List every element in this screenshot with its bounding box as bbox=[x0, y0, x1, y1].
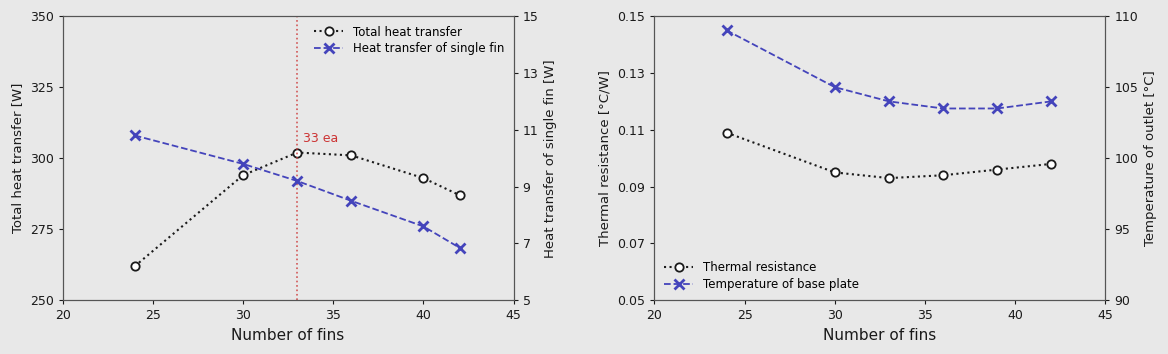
Thermal resistance bbox=[936, 173, 950, 177]
Legend: Thermal resistance, Temperature of base plate: Thermal resistance, Temperature of base … bbox=[660, 258, 862, 295]
Y-axis label: Temperature of outlet [°C]: Temperature of outlet [°C] bbox=[1143, 70, 1156, 246]
Y-axis label: Heat transfer of single fin [W]: Heat transfer of single fin [W] bbox=[544, 59, 557, 257]
Thermal resistance bbox=[882, 176, 896, 180]
X-axis label: Number of fins: Number of fins bbox=[231, 328, 345, 343]
Temperature of base plate bbox=[719, 28, 734, 33]
Thermal resistance bbox=[1044, 162, 1058, 166]
Total heat transfer bbox=[290, 150, 304, 155]
Temperature of base plate bbox=[882, 99, 896, 103]
Total heat transfer bbox=[417, 176, 431, 180]
Y-axis label: Total heat transfer [W]: Total heat transfer [W] bbox=[12, 83, 25, 233]
X-axis label: Number of fins: Number of fins bbox=[823, 328, 937, 343]
Line: Thermal resistance: Thermal resistance bbox=[722, 129, 1056, 182]
Temperature of base plate bbox=[828, 85, 842, 89]
Thermal resistance bbox=[719, 131, 734, 135]
Temperature of base plate bbox=[990, 106, 1004, 110]
Total heat transfer bbox=[127, 264, 141, 268]
Thermal resistance bbox=[828, 170, 842, 175]
Line: Total heat transfer: Total heat transfer bbox=[131, 148, 464, 270]
Y-axis label: Thermal resistance [°C/W]: Thermal resistance [°C/W] bbox=[599, 70, 612, 246]
Total heat transfer bbox=[236, 173, 250, 177]
Total heat transfer bbox=[345, 153, 359, 158]
Heat transfer of single fin bbox=[236, 162, 250, 166]
Total heat transfer bbox=[452, 193, 466, 197]
Text: 33 ea: 33 ea bbox=[303, 132, 338, 145]
Legend: Total heat transfer, Heat transfer of single fin: Total heat transfer, Heat transfer of si… bbox=[311, 22, 508, 59]
Line: Heat transfer of single fin: Heat transfer of single fin bbox=[130, 131, 465, 253]
Heat transfer of single fin bbox=[345, 199, 359, 203]
Temperature of base plate bbox=[936, 106, 950, 110]
Heat transfer of single fin bbox=[417, 224, 431, 229]
Heat transfer of single fin bbox=[127, 133, 141, 138]
Thermal resistance bbox=[990, 167, 1004, 172]
Temperature of base plate bbox=[1044, 99, 1058, 103]
Heat transfer of single fin bbox=[290, 179, 304, 183]
Line: Temperature of base plate: Temperature of base plate bbox=[722, 25, 1056, 113]
Heat transfer of single fin bbox=[452, 246, 466, 250]
